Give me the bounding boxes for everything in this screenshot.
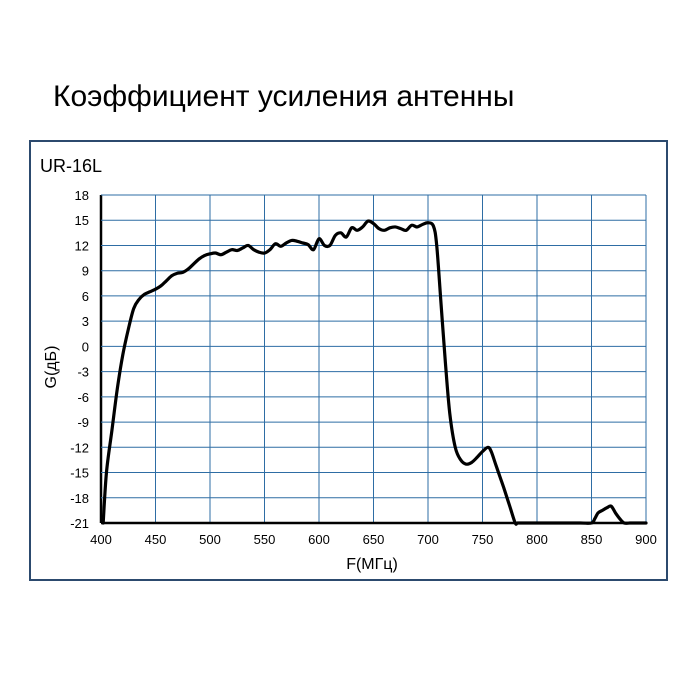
- x-tick-label: 850: [581, 532, 603, 547]
- y-tick-label: 12: [75, 238, 89, 253]
- x-tick-label: 550: [254, 532, 276, 547]
- model-label: UR-16L: [40, 156, 102, 176]
- antenna-gain-chart: 400 450 500 550 600 650 700 750 800 850 900 18 15 12 9…: [40, 156, 657, 573]
- chart-frame: 400 450 500 550 600 650 700 750 800 850 900 18 15 12 9…: [29, 140, 668, 581]
- y-tick-label: -12: [70, 440, 89, 455]
- x-tick-label: 400: [90, 532, 112, 547]
- y-tick-label: 3: [82, 314, 89, 329]
- x-tick-label: 700: [417, 532, 439, 547]
- x-tick-label: 900: [635, 532, 657, 547]
- x-tick-label: 750: [472, 532, 494, 547]
- x-tick-label: 500: [199, 532, 221, 547]
- x-tick-label: 800: [526, 532, 548, 547]
- y-tick-label: -6: [77, 390, 89, 405]
- tick-labels: 400 450 500 550 600 650 700 750 800 850 900 18 15 12 9…: [70, 188, 657, 547]
- y-tick-label: 0: [82, 339, 89, 354]
- x-axis-title: F(МГц): [346, 556, 398, 573]
- y-tick-label: 15: [75, 213, 89, 228]
- y-tick-label: -18: [70, 491, 89, 506]
- y-tick-label: -21: [70, 516, 89, 531]
- x-tick-label: 600: [308, 532, 330, 547]
- y-tick-label: -9: [77, 415, 89, 430]
- page-title: Коэффициент усиления антенны: [53, 80, 515, 113]
- y-tick-label: 18: [75, 188, 89, 203]
- x-tick-label: 650: [363, 532, 385, 547]
- y-tick-label: -15: [70, 466, 89, 481]
- y-tick-label: 6: [82, 289, 89, 304]
- y-axis-title: G(дБ): [43, 346, 60, 389]
- y-tick-label: 9: [82, 264, 89, 279]
- y-tick-label: -3: [77, 365, 89, 380]
- x-tick-label: 450: [145, 532, 167, 547]
- gain-series-line: [101, 219, 648, 526]
- grid: [99, 194, 647, 525]
